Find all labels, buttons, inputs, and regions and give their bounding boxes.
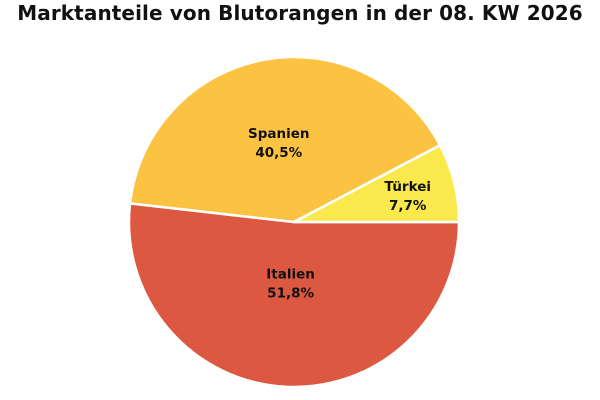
slice-name-label: Italien <box>266 266 315 282</box>
pie-slices <box>127 55 461 389</box>
pie-labels: Italien 51,8% Spanien 40,5% Türkei 7,7% <box>248 126 431 301</box>
slice-value-label: 7,7% <box>389 198 427 214</box>
chart-title: Marktanteile von Blutorangen in der 08. … <box>17 1 583 25</box>
pie-slice-italien <box>127 202 461 389</box>
pie-slice-t-rkei <box>292 144 461 224</box>
slice-name-label: Türkei <box>384 179 431 195</box>
slice-name-label: Spanien <box>248 126 310 142</box>
slice-value-label: 40,5% <box>255 145 302 161</box>
slice-value-label: 51,8% <box>267 285 314 301</box>
pie-slice-spanien <box>128 55 442 224</box>
